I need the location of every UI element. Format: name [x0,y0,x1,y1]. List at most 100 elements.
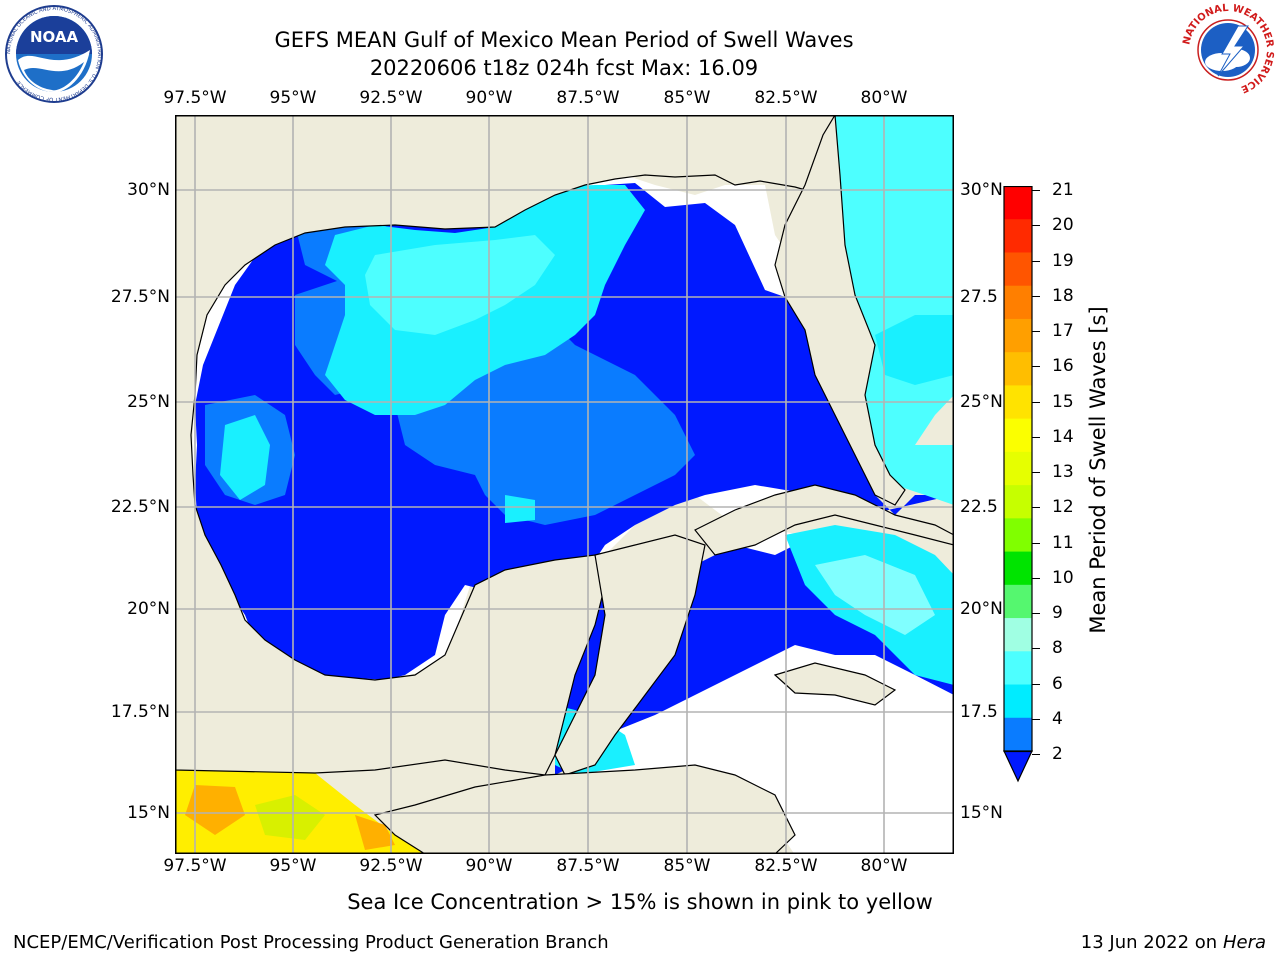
lon-tick-bottom: 92.5°W [359,856,423,876]
lon-tick-bottom: 97.5°W [163,856,227,876]
lat-tick-right: 17.5 [960,702,998,722]
colorbar-tick-label: 13 [1052,462,1074,482]
colorbar-swatch [1004,186,1032,220]
colorbar-tick-mark [1032,225,1040,227]
cuba-land [694,484,954,556]
lon-tick-top: 92.5°W [359,88,423,108]
colorbar-tick-mark [1032,260,1040,262]
colorbar-tick-label: 17 [1052,321,1074,341]
colorbar-tick-mark [1032,718,1040,720]
colorbar-swatches [1003,185,1033,783]
yucatan-patch-cyan [505,495,535,523]
colorbar-tick-mark [1032,613,1040,614]
lat-tick-right: 15°N [960,803,1003,823]
colorbar-tick-mark [1032,366,1040,368]
lon-tick-bottom: 87.5°W [556,856,620,876]
colorbar-tick-label: 21 [1052,180,1074,200]
lon-tick-top: 97.5°W [163,88,227,108]
chart-title: GEFS MEAN Gulf of Mexico Mean Period of … [274,28,854,52]
colorbar-tick-label: 18 [1052,285,1074,306]
colorbar-label: Mean Period of Swell Waves [s] [1086,306,1110,634]
colorbar-swatch [1004,285,1032,320]
colorbar-swatch [1004,584,1032,619]
west-gulf-cyan [220,415,270,500]
footer-date: 13 Jun 2022 on [1080,932,1218,953]
lon-tick-bottom: 90°W [465,856,513,876]
pacific-green [255,795,325,840]
lat-tick-left: 20°N [127,599,170,619]
lat-tick-right: 30°N [960,180,1003,200]
colorbar-tick-mark [1032,331,1040,332]
lat-tick-right: 20°N [960,599,1003,619]
swell-lightcyan-region [365,235,555,335]
colorbar-swatch [1004,418,1032,453]
noaa-logo-text: NOAA [30,28,79,46]
map-frame [175,115,954,854]
colorbar-tick-label: 15 [1052,391,1074,412]
lon-tick-bottom: 85°W [663,856,711,876]
colorbar-tick-mark [1032,648,1040,650]
nws-logo: NATIONAL WEATHER SERVICE [1178,2,1278,102]
colorbar-swatch [1004,219,1032,253]
colorbar-tick-label: 19 [1052,250,1074,271]
caribbean-lightcyan [815,555,935,635]
colorbar-tick-label: 4 [1052,708,1063,729]
lat-tick-right: 27.5 [960,287,998,307]
colorbar-swatch [1004,318,1032,353]
lat-tick-left: 15°N [127,803,170,823]
colorbar-tick-label: 9 [1052,603,1063,623]
lon-tick-bottom: 82.5°W [754,856,818,876]
graticule [175,115,954,854]
colorbar-swatch [1004,551,1032,586]
colorbar-tick-label: 11 [1052,532,1074,553]
lon-tick-top: 87.5°W [556,88,620,108]
colorbar-swatch [1004,485,1032,519]
colorbar-tick-label: 6 [1052,673,1063,694]
lon-tick-bottom: 80°W [860,856,908,876]
central-america-land [373,764,796,854]
lon-tick-top: 82.5°W [754,88,818,108]
colorbar-tick-label: 8 [1052,638,1063,659]
colorbar-swatch [1004,651,1032,686]
lon-tick-top: 95°W [269,88,317,108]
colorbar-swatch [1004,518,1032,553]
colorbar-swatch [1004,684,1032,719]
colorbar [1002,185,1042,786]
colorbar-swatch [1004,717,1032,752]
colorbar-tick-label: 16 [1052,356,1074,377]
colorbar-swatch [1004,352,1032,386]
sea-ice-caption: Sea Ice Concentration > 15% is shown in … [347,890,933,914]
lon-tick-top: 80°W [860,88,908,108]
pacific-orange-2 [355,815,395,850]
atlantic-cyan-deep [875,315,954,385]
colorbar-tick-mark [1032,507,1040,509]
lon-tick-top: 90°W [465,88,513,108]
lat-tick-left: 22.5°N [110,497,170,517]
noaa-logo: NOAA NATIONAL OCEANIC AND ATMOSPHERIC AD… [4,4,104,104]
colorbar-tick-mark [1032,754,1040,755]
colorbar-swatch [1004,451,1032,486]
lat-tick-left: 17.5°N [110,702,170,722]
footer-machine: Hera [1222,932,1266,953]
colorbar-tick-mark [1032,683,1040,685]
colorbar-tick-mark [1032,436,1040,438]
colorbar-tick-label: 2 [1052,744,1063,764]
colorbar-tick-mark [1032,190,1040,191]
lat-tick-right: 25°N [960,392,1003,412]
lat-tick-left: 27.5°N [110,287,170,307]
colorbar-tick-label: 12 [1052,497,1074,518]
pacific-orange-1 [185,785,245,835]
footer-right: 13 Jun 2022 on Hera [1081,932,1266,953]
colorbar-tick-label: 20 [1052,215,1074,236]
colorbar-swatch [1004,252,1032,287]
jamaica-hispaniola-land [773,662,897,706]
lat-tick-right: 22.5 [960,497,998,517]
colorbar-swatch [1004,618,1032,652]
footer-left: NCEP/EMC/Verification Post Processing Pr… [13,932,609,953]
chart-subtitle: 20220606 t18z 024h fcst Max: 16.09 [369,56,759,80]
colorbar-tick-mark [1032,472,1040,473]
lon-tick-bottom: 95°W [269,856,317,876]
atlantic-cyan [835,115,954,505]
colorbar-tick-mark [1032,401,1040,403]
lat-tick-left: 25°N [127,392,170,412]
